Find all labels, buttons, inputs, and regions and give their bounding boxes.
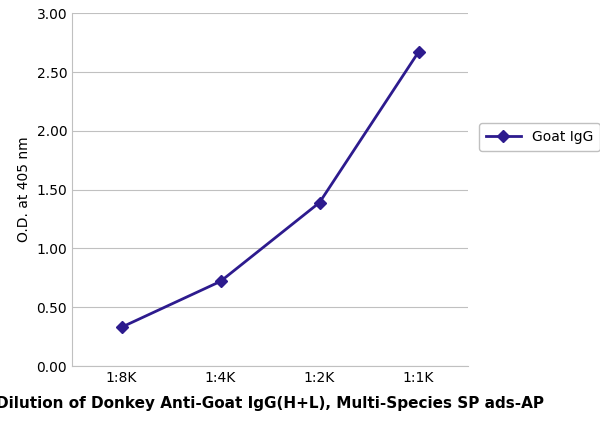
Legend: Goat IgG: Goat IgG xyxy=(479,123,600,151)
Line: Goat IgG: Goat IgG xyxy=(118,48,422,331)
Goat IgG xyxy=(217,279,224,284)
Goat IgG xyxy=(415,49,422,55)
Goat IgG xyxy=(316,200,323,205)
X-axis label: Dilution of Donkey Anti-Goat IgG(H+L), Multi-Species SP ads-AP: Dilution of Donkey Anti-Goat IgG(H+L), M… xyxy=(0,396,544,411)
Y-axis label: O.D. at 405 nm: O.D. at 405 nm xyxy=(17,137,31,243)
Goat IgG xyxy=(118,325,125,330)
